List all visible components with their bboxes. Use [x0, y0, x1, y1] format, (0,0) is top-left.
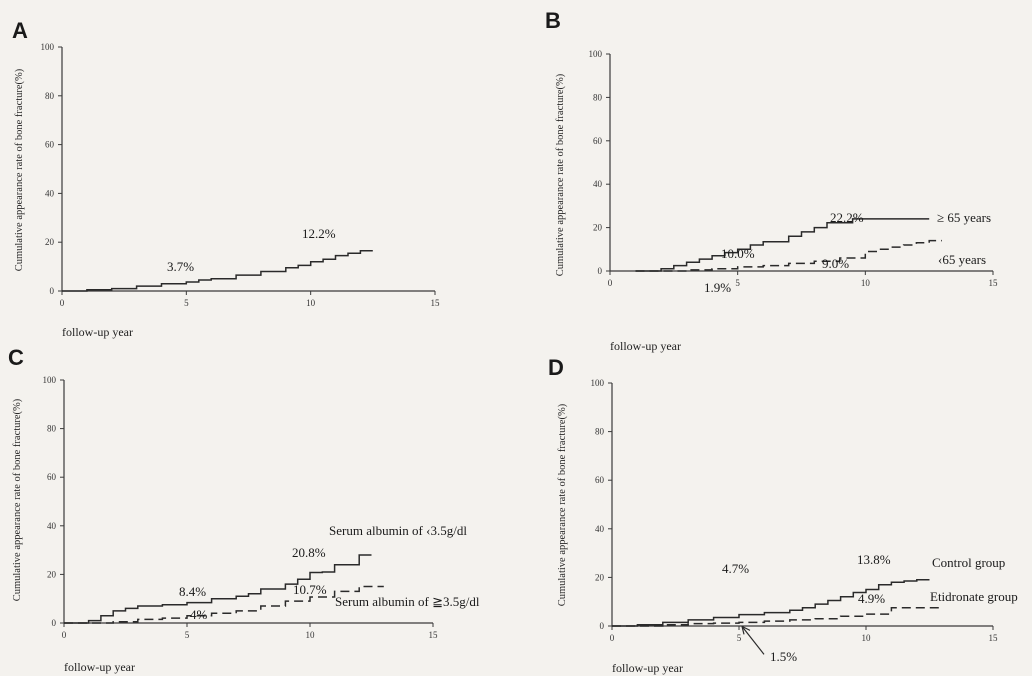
annotation-a-1: 3.7%: [167, 259, 194, 274]
series-line-d-2: [612, 607, 943, 627]
y-tick-label: 0: [600, 621, 605, 631]
x-axis-label-b: follow-up year: [610, 339, 681, 353]
annotation-a-2: 12.2%: [302, 226, 336, 241]
y-tick-label: 0: [598, 266, 603, 276]
annotation-c-4: 10.7%: [293, 582, 327, 597]
axis-ticks-a: 0 20 40 60 80 100 0 5 10 15: [41, 42, 441, 308]
x-tick-label: 0: [608, 278, 613, 288]
x-tick-label: 15: [989, 278, 999, 288]
annotation-c-1: 8.4%: [179, 584, 206, 599]
annotation-d-1: 4.7%: [722, 561, 749, 576]
axis-lines-a: [61, 47, 435, 292]
x-tick-label: 5: [735, 278, 740, 288]
x-tick-label: 10: [306, 298, 316, 308]
annotation-c-3: 4%: [190, 607, 208, 622]
y-axis-label-c: Cumulative appearance rate of bone fract…: [12, 398, 23, 601]
y-tick-label: 40: [45, 188, 55, 198]
panel-letter-c: C: [8, 345, 24, 370]
axis-lines-b: [609, 54, 993, 272]
axis-ticks-b: 0 20 40 60 80 100 0 5 10 15: [589, 49, 999, 288]
y-tick-label: 20: [595, 572, 605, 582]
y-tick-label: 80: [45, 91, 55, 101]
series-line-b-2: [635, 239, 942, 272]
series-label-b-1: ≥ 65 years: [937, 210, 991, 225]
x-tick-label: 10: [861, 278, 871, 288]
y-tick-label: 20: [45, 237, 55, 247]
x-axis-label-a: follow-up year: [62, 325, 133, 339]
y-tick-label: 20: [47, 569, 57, 579]
plot-area-d: [612, 579, 943, 627]
x-tick-label: 0: [610, 633, 615, 643]
annotation-b-3: 1.9%: [704, 280, 731, 295]
arrow-head-d: [741, 625, 751, 635]
plot-area-b: [635, 218, 942, 272]
y-tick-label: 80: [47, 424, 57, 434]
y-tick-label: 100: [589, 49, 603, 59]
y-tick-label: 40: [47, 521, 57, 531]
annotation-b-4: 9.0%: [822, 256, 849, 271]
y-tick-label: 60: [47, 472, 57, 482]
y-tick-label: 40: [595, 524, 605, 534]
panel-d: D Cumulative appearance rate of bone fra…: [548, 355, 1018, 675]
series-label-c-1: Serum albumin of ‹3.5g/dl: [329, 523, 467, 538]
y-axis-label-d: Cumulative appearance rate of bone fract…: [557, 403, 568, 606]
y-tick-label: 60: [593, 136, 603, 146]
annotation-b-2: 22.2%: [830, 210, 864, 225]
y-axis-label-b: Cumulative appearance rate of bone fract…: [555, 73, 566, 276]
y-tick-label: 0: [50, 286, 55, 296]
series-label-d-2: Etidronate group: [930, 589, 1018, 604]
annotation-c-2: 20.8%: [292, 545, 326, 560]
x-axis-label-c: follow-up year: [64, 660, 135, 674]
x-tick-label: 5: [185, 630, 190, 640]
plot-area-a: [62, 249, 373, 292]
panel-letter-b: B: [545, 8, 561, 33]
panel-letter-d: D: [548, 355, 564, 380]
y-tick-label: 60: [45, 140, 55, 150]
series-line-c-1: [64, 554, 372, 624]
series-label-d-1: Control group: [932, 555, 1005, 570]
panel-letter-a: A: [12, 18, 28, 43]
x-tick-label: 10: [306, 630, 316, 640]
annotations-b: ≥ 65 years ‹65 years 10.0% 22.2% 1.9% 9.0%: [704, 210, 991, 295]
x-tick-label: 15: [989, 633, 999, 643]
series-label-c-2: Serum albumin of ≧3.5g/dl: [335, 594, 480, 609]
panel-a: A Cumulative appearance rate of bone fra…: [12, 18, 440, 339]
annotation-d-4: 1.5%: [770, 649, 797, 664]
panel-b: B Cumulative appearance rate of bone fra…: [545, 8, 998, 353]
x-tick-label: 10: [862, 633, 872, 643]
series-line-d-1: [612, 579, 930, 627]
annotations-c: Serum albumin of ‹3.5g/dl Serum albumin o…: [179, 523, 480, 622]
y-tick-label: 0: [52, 618, 57, 628]
y-axis-label-a: Cumulative appearance rate of bone fract…: [14, 68, 25, 271]
y-tick-label: 40: [593, 179, 603, 189]
annotation-d-2: 13.8%: [857, 552, 891, 567]
y-tick-label: 20: [593, 223, 603, 233]
series-label-b-2: ‹65 years: [938, 252, 986, 267]
y-tick-label: 80: [595, 427, 605, 437]
annotation-d-3: 4.9%: [858, 591, 885, 606]
plot-area-c: [64, 554, 384, 624]
series-line-c-2: [64, 585, 384, 624]
series-line-a-1: [62, 249, 373, 292]
y-tick-label: 100: [41, 42, 55, 52]
panel-c: C Cumulative appearance rate of bone fra…: [8, 345, 480, 674]
y-tick-label: 100: [591, 378, 605, 388]
x-tick-label: 15: [431, 298, 441, 308]
x-axis-label-d: follow-up year: [612, 661, 683, 675]
x-tick-label: 0: [62, 630, 67, 640]
x-tick-label: 0: [60, 298, 65, 308]
annotation-b-1: 10.0%: [721, 246, 755, 261]
series-line-b-1: [635, 218, 930, 272]
y-tick-label: 60: [595, 475, 605, 485]
annotation-arrow-d: [741, 625, 765, 655]
x-tick-label: 5: [184, 298, 189, 308]
x-tick-label: 15: [429, 630, 439, 640]
x-tick-label: 5: [737, 633, 742, 643]
annotations-d: Control group Etidronate group 4.7% 13.8% 4.…: [722, 552, 1018, 664]
y-tick-label: 100: [43, 375, 57, 385]
annotations-a: 3.7% 12.2%: [167, 226, 336, 274]
y-tick-label: 80: [593, 92, 603, 102]
